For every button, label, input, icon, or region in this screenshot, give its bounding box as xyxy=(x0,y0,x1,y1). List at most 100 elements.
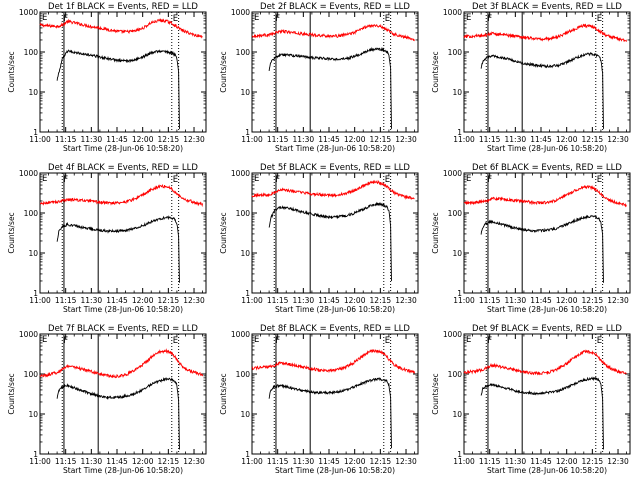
plot-frame xyxy=(463,333,631,455)
x-tick-label: 12:15 xyxy=(158,296,180,305)
events-series-line xyxy=(56,49,180,129)
y-axis-label: Counts/sec xyxy=(7,373,16,414)
lld-series-line xyxy=(39,184,204,208)
y-tick-label: 1 xyxy=(245,128,250,137)
corner-label: E xyxy=(466,174,471,184)
x-tick-label: 11:45 xyxy=(530,135,552,144)
x-tick-label: 12:30 xyxy=(607,457,629,466)
x-tick-label: 11:00 xyxy=(241,135,263,144)
y-tick-label: 1000 xyxy=(19,330,38,339)
panel-title: Det 3f BLACK = Events, RED = LLD xyxy=(472,2,622,12)
panel-det-2: Det 2f BLACK = Events, RED = LLD 1 10 100 10… xyxy=(219,2,419,153)
y-tick-label: 1000 xyxy=(231,330,250,339)
marker-label: F xyxy=(487,336,492,346)
x-tick-label: 11:45 xyxy=(318,457,340,466)
y-tick-label: 1000 xyxy=(19,8,38,17)
x-axis-label: Start Time (28-Jun-06 10:58:20) xyxy=(63,144,183,153)
x-tick-label: 11:30 xyxy=(505,296,527,305)
y-tick-label: 100 xyxy=(236,370,251,379)
marker-label: F xyxy=(487,175,492,185)
x-tick-label: 11:00 xyxy=(453,457,475,466)
x-tick-label: 11:45 xyxy=(106,457,128,466)
x-tick-label: 11:30 xyxy=(293,457,315,466)
y-tick-label: 1000 xyxy=(19,169,38,178)
x-tick-label: 11:45 xyxy=(318,296,340,305)
x-tick-label: 12:30 xyxy=(395,457,417,466)
plot-frame xyxy=(463,11,631,133)
x-axis-label: Start Time (28-Jun-06 10:58:20) xyxy=(275,305,395,314)
panel-det-4: Det 4f BLACK = Events, RED = LLD 1 10 100 10… xyxy=(7,163,207,314)
y-tick-label: 1 xyxy=(33,128,38,137)
x-axis-label: Start Time (28-Jun-06 10:58:20) xyxy=(487,144,607,153)
x-tick-label: 11:30 xyxy=(81,457,103,466)
corner-label: E xyxy=(42,335,47,345)
plot-frame xyxy=(251,11,419,133)
x-tick-label: 11:30 xyxy=(81,135,103,144)
x-tick-label: 11:45 xyxy=(318,135,340,144)
panel-title: Det 6f BLACK = Events, RED = LLD xyxy=(472,163,622,173)
panel-det-1: Det 1f BLACK = Events, RED = LLD 1 10 100 10… xyxy=(7,2,207,153)
x-axis-label: Start Time (28-Jun-06 10:58:20) xyxy=(275,144,395,153)
marker-label: E xyxy=(385,175,390,185)
marker-label: E xyxy=(173,336,178,346)
x-axis-label: Start Time (28-Jun-06 10:58:20) xyxy=(63,305,183,314)
y-tick-label: 100 xyxy=(448,209,463,218)
y-tick-label: 100 xyxy=(24,48,39,57)
panel-title: Det 4f BLACK = Events, RED = LLD xyxy=(48,163,198,173)
corner-label: E xyxy=(466,335,471,345)
x-tick-label: 12:30 xyxy=(183,296,205,305)
marker-label: F xyxy=(275,336,280,346)
lld-series-line xyxy=(463,185,627,208)
x-tick-label: 12:15 xyxy=(582,296,604,305)
x-tick-label: 11:00 xyxy=(453,135,475,144)
x-tick-label: 12:15 xyxy=(582,457,604,466)
corner-label: E xyxy=(42,174,47,184)
x-axis-label: Start Time (28-Jun-06 10:58:20) xyxy=(487,305,607,314)
y-tick-label: 1 xyxy=(33,289,38,298)
y-tick-label: 1000 xyxy=(443,8,462,17)
y-tick-label: 10 xyxy=(28,410,38,419)
y-tick-label: 10 xyxy=(452,410,462,419)
x-axis-label: Start Time (28-Jun-06 10:58:20) xyxy=(275,466,395,475)
events-series-line xyxy=(268,377,392,449)
y-axis-label: Counts/sec xyxy=(219,212,228,253)
lld-series-line xyxy=(39,18,203,39)
lld-series-line xyxy=(251,179,415,201)
x-tick-label: 11:30 xyxy=(293,135,315,144)
y-tick-label: 1000 xyxy=(231,169,250,178)
panel-det-8: Det 8f BLACK = Events, RED = LLD 1 10 100 10… xyxy=(219,324,419,475)
y-axis-label: Counts/sec xyxy=(219,51,228,92)
y-tick-label: 1 xyxy=(33,450,38,459)
x-tick-label: 11:15 xyxy=(479,457,501,466)
lld-series-line xyxy=(463,349,627,376)
x-tick-label: 11:15 xyxy=(267,296,289,305)
x-axis-label: Start Time (28-Jun-06 10:58:20) xyxy=(63,466,183,475)
plot-frame xyxy=(39,333,207,455)
panel-title: Det 8f BLACK = Events, RED = LLD xyxy=(260,324,410,334)
y-tick-label: 100 xyxy=(448,370,463,379)
x-tick-label: 12:30 xyxy=(395,296,417,305)
x-tick-label: 12:15 xyxy=(370,457,392,466)
x-tick-label: 12:15 xyxy=(158,457,180,466)
y-tick-label: 1000 xyxy=(231,8,250,17)
y-tick-label: 1 xyxy=(245,450,250,459)
x-tick-label: 11:30 xyxy=(505,135,527,144)
x-tick-label: 12:00 xyxy=(344,135,366,144)
x-tick-label: 11:00 xyxy=(29,457,51,466)
y-tick-label: 10 xyxy=(452,88,462,97)
y-tick-label: 10 xyxy=(452,249,462,258)
marker-label: F xyxy=(63,14,68,24)
x-tick-label: 11:45 xyxy=(530,296,552,305)
y-tick-label: 1 xyxy=(457,289,462,298)
x-tick-label: 12:30 xyxy=(183,135,205,144)
marker-label: F xyxy=(63,336,68,346)
plot-frame xyxy=(251,333,419,455)
y-axis-label: Counts/sec xyxy=(431,51,440,92)
events-series-line xyxy=(480,214,604,283)
y-tick-label: 100 xyxy=(24,209,39,218)
x-tick-label: 11:00 xyxy=(29,135,51,144)
y-tick-label: 100 xyxy=(236,209,251,218)
x-tick-label: 12:00 xyxy=(344,457,366,466)
y-tick-label: 10 xyxy=(240,88,250,97)
x-tick-label: 11:45 xyxy=(106,135,128,144)
